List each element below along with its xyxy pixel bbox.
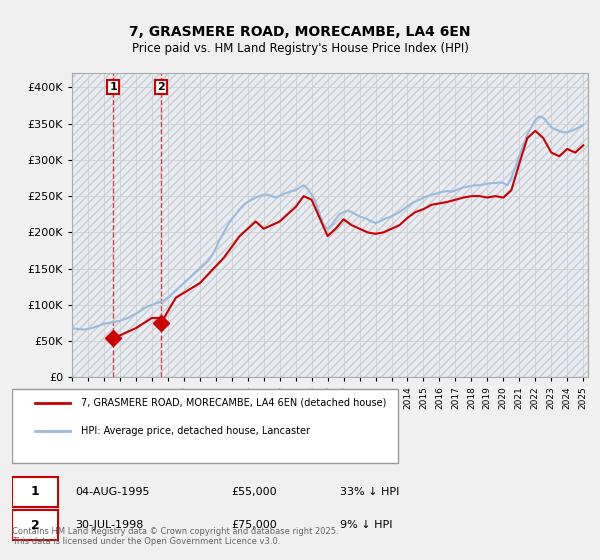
Text: 7, GRASMERE ROAD, MORECAMBE, LA4 6EN: 7, GRASMERE ROAD, MORECAMBE, LA4 6EN xyxy=(129,25,471,39)
FancyBboxPatch shape xyxy=(12,389,398,463)
Text: 2: 2 xyxy=(157,82,165,92)
Text: £55,000: £55,000 xyxy=(231,487,277,497)
Text: 9% ↓ HPI: 9% ↓ HPI xyxy=(340,520,393,530)
Text: Price paid vs. HM Land Registry's House Price Index (HPI): Price paid vs. HM Land Registry's House … xyxy=(131,42,469,55)
Text: 33% ↓ HPI: 33% ↓ HPI xyxy=(340,487,400,497)
Text: 30-JUL-1998: 30-JUL-1998 xyxy=(76,520,144,530)
Text: 1: 1 xyxy=(31,485,40,498)
Text: 1: 1 xyxy=(109,82,117,92)
Text: £75,000: £75,000 xyxy=(231,520,277,530)
Text: 2: 2 xyxy=(31,519,40,532)
Text: 7, GRASMERE ROAD, MORECAMBE, LA4 6EN (detached house): 7, GRASMERE ROAD, MORECAMBE, LA4 6EN (de… xyxy=(81,398,386,408)
FancyBboxPatch shape xyxy=(12,477,58,507)
Text: Contains HM Land Registry data © Crown copyright and database right 2025.
This d: Contains HM Land Registry data © Crown c… xyxy=(12,526,338,546)
FancyBboxPatch shape xyxy=(12,510,58,540)
Text: 04-AUG-1995: 04-AUG-1995 xyxy=(76,487,150,497)
Text: HPI: Average price, detached house, Lancaster: HPI: Average price, detached house, Lanc… xyxy=(81,426,310,436)
